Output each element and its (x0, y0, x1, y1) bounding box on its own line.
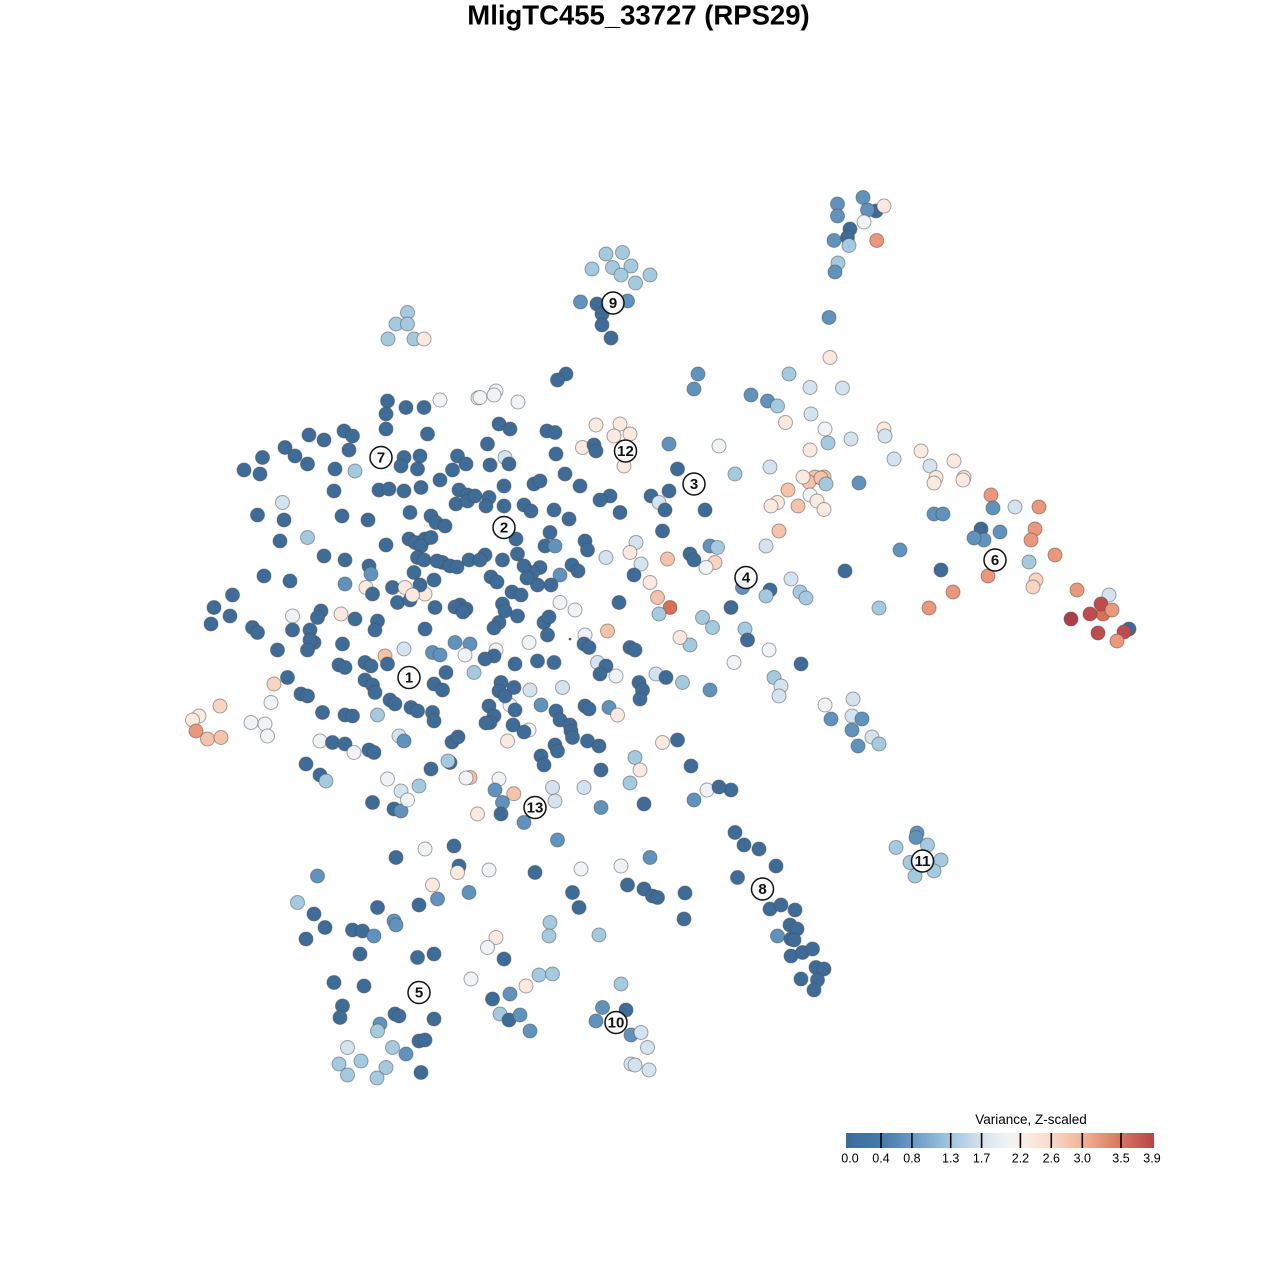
svg-text:13: 13 (527, 800, 544, 817)
svg-text:1: 1 (405, 670, 413, 687)
svg-text:1.7: 1.7 (973, 1152, 990, 1166)
svg-text:3.9: 3.9 (1143, 1152, 1160, 1166)
svg-text:MligTC455_33727 (RPS29): MligTC455_33727 (RPS29) (467, 0, 809, 31)
svg-text:5: 5 (415, 985, 423, 1002)
svg-text:0.8: 0.8 (903, 1152, 920, 1166)
svg-text:10: 10 (608, 1015, 625, 1032)
svg-text:7: 7 (377, 450, 385, 467)
svg-text:2.2: 2.2 (1012, 1152, 1029, 1166)
svg-text:6: 6 (991, 552, 999, 569)
svg-text:1.3: 1.3 (942, 1152, 959, 1166)
svg-text:3: 3 (690, 476, 698, 493)
svg-text:0.4: 0.4 (872, 1152, 889, 1166)
svg-text:4: 4 (742, 570, 751, 587)
svg-text:12: 12 (617, 443, 634, 460)
svg-text:Variance, Z-scaled: Variance, Z-scaled (975, 1112, 1087, 1127)
svg-text:0.0: 0.0 (841, 1152, 858, 1166)
svg-text:2: 2 (500, 520, 508, 537)
svg-text:9: 9 (609, 295, 617, 312)
svg-text:2.6: 2.6 (1043, 1152, 1060, 1166)
svg-text:3.5: 3.5 (1112, 1152, 1129, 1166)
svg-text:11: 11 (915, 853, 931, 870)
svg-text:3.0: 3.0 (1074, 1152, 1091, 1166)
svg-text:8: 8 (758, 881, 766, 898)
